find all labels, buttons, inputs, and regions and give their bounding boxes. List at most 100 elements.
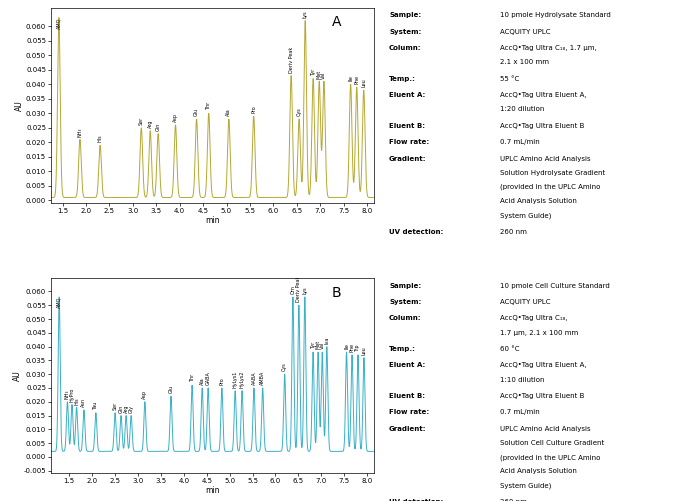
X-axis label: min: min: [205, 485, 220, 494]
Text: A: A: [332, 16, 342, 30]
Text: His: His: [74, 397, 79, 404]
Text: AccQ•Tag Ultra Eluent B: AccQ•Tag Ultra Eluent B: [500, 123, 585, 129]
Text: Temp.:: Temp.:: [389, 76, 416, 82]
Text: 1:20 dilution: 1:20 dilution: [500, 106, 545, 112]
Text: Flow rate:: Flow rate:: [389, 139, 429, 145]
Text: Pro: Pro: [251, 106, 256, 113]
Text: Tyr: Tyr: [310, 342, 316, 349]
Text: Tau: Tau: [93, 402, 98, 410]
Text: Val: Val: [320, 342, 325, 349]
Text: (provided in the UPLC Amino: (provided in the UPLC Amino: [500, 454, 601, 460]
Text: Column:: Column:: [389, 316, 422, 322]
Text: 1:10 dilution: 1:10 dilution: [500, 377, 545, 383]
Text: System:: System:: [389, 299, 422, 305]
Text: Ala: Ala: [226, 109, 232, 116]
Text: Lys: Lys: [303, 10, 308, 18]
Text: Gly: Gly: [128, 405, 134, 413]
Text: UV detection:: UV detection:: [389, 498, 443, 501]
Text: AMQ: AMQ: [56, 18, 61, 29]
Text: ACQUITY UPLC: ACQUITY UPLC: [500, 299, 551, 305]
Text: Gradient:: Gradient:: [389, 426, 426, 432]
Y-axis label: AU: AU: [13, 370, 22, 381]
Y-axis label: AU: AU: [16, 100, 24, 111]
Text: Ala: Ala: [200, 377, 204, 385]
Text: Arg: Arg: [124, 404, 128, 413]
Text: Thr: Thr: [206, 102, 211, 111]
Text: Glu: Glu: [194, 108, 199, 116]
Text: UPLC Amino Acid Analysis: UPLC Amino Acid Analysis: [500, 156, 591, 162]
Text: Leu: Leu: [361, 346, 367, 355]
Text: 55 °C: 55 °C: [500, 76, 519, 82]
Text: Flow rate:: Flow rate:: [389, 409, 429, 415]
Text: 1.7 μm, 2.1 x 100 mm: 1.7 μm, 2.1 x 100 mm: [500, 330, 579, 336]
Text: 0.7 mL/min: 0.7 mL/min: [500, 409, 540, 415]
Text: Temp.:: Temp.:: [389, 346, 416, 352]
Text: HyLys1: HyLys1: [233, 371, 238, 388]
Text: Orn: Orn: [291, 286, 295, 294]
Text: 260 nm: 260 nm: [500, 228, 527, 234]
Text: Phe: Phe: [354, 75, 359, 84]
Text: HyLys2: HyLys2: [240, 371, 244, 388]
Text: Acid Analysis Solution: Acid Analysis Solution: [500, 468, 577, 474]
Text: Tyr: Tyr: [311, 69, 316, 76]
Text: AABA: AABA: [251, 372, 257, 385]
Text: AccQ•Tag Ultra C₁₈,: AccQ•Tag Ultra C₁₈,: [500, 316, 568, 322]
Text: Lys: Lys: [302, 287, 308, 294]
Text: Acid Analysis Solution: Acid Analysis Solution: [500, 198, 577, 204]
Text: Column:: Column:: [389, 45, 422, 51]
Text: System:: System:: [389, 29, 422, 35]
Text: Trp: Trp: [356, 345, 361, 352]
Text: AccQ•Tag Ultra Eluent B: AccQ•Tag Ultra Eluent B: [500, 393, 585, 399]
Text: Val: Val: [321, 71, 327, 79]
Text: Deriv Peak: Deriv Peak: [296, 276, 301, 303]
Text: Iva: Iva: [325, 337, 329, 344]
Text: System Guide): System Guide): [500, 212, 551, 218]
Text: Pro: Pro: [219, 377, 224, 385]
Text: AccQ•Tag Ultra Eluent A,: AccQ•Tag Ultra Eluent A,: [500, 362, 587, 368]
Text: Asp: Asp: [173, 113, 178, 122]
Text: Sample:: Sample:: [389, 13, 421, 19]
Text: 0.7 mL/min: 0.7 mL/min: [500, 139, 540, 145]
Text: Cys: Cys: [297, 108, 301, 116]
Text: AccQ•Tag Ultra C₁₈, 1.7 μm,: AccQ•Tag Ultra C₁₈, 1.7 μm,: [500, 45, 597, 51]
Text: Eluent B:: Eluent B:: [389, 123, 425, 129]
Text: Sample:: Sample:: [389, 283, 421, 289]
Text: UPLC Amino Acid Analysis: UPLC Amino Acid Analysis: [500, 426, 591, 432]
Text: Glu: Glu: [168, 385, 174, 393]
Text: Solution Cell Culture Gradient: Solution Cell Culture Gradient: [500, 440, 604, 446]
Text: Ser: Ser: [139, 117, 144, 125]
Text: Met: Met: [316, 340, 320, 349]
Text: Gln: Gln: [155, 123, 161, 131]
Text: Eluent A:: Eluent A:: [389, 362, 425, 368]
Text: 10 pmole Cell Culture Standard: 10 pmole Cell Culture Standard: [500, 283, 610, 289]
Text: 60 °C: 60 °C: [500, 346, 519, 352]
Text: Ile: Ile: [344, 344, 349, 349]
Text: Thr: Thr: [189, 374, 195, 382]
Text: B: B: [332, 286, 342, 300]
Text: Eluent A:: Eluent A:: [389, 92, 425, 98]
Text: Phe: Phe: [350, 343, 354, 352]
Text: Ser: Ser: [113, 402, 117, 410]
Text: 10 pmole Hydrolysate Standard: 10 pmole Hydrolysate Standard: [500, 13, 611, 19]
Text: Eluent B:: Eluent B:: [389, 393, 425, 399]
Text: (provided in the UPLC Amino: (provided in the UPLC Amino: [500, 184, 601, 190]
Text: Leu: Leu: [361, 79, 366, 87]
Text: Solution Hydrolysate Gradient: Solution Hydrolysate Gradient: [500, 170, 606, 176]
Text: Asp: Asp: [143, 390, 147, 399]
Text: AccQ•Tag Ultra Eluent A,: AccQ•Tag Ultra Eluent A,: [500, 92, 587, 98]
Text: Ile: Ile: [348, 76, 353, 82]
Text: 260 nm: 260 nm: [500, 498, 527, 501]
Text: Cys: Cys: [282, 363, 287, 371]
Text: NH₃: NH₃: [77, 127, 82, 137]
Text: ACQUITY UPLC: ACQUITY UPLC: [500, 29, 551, 35]
Text: 2.1 x 100 mm: 2.1 x 100 mm: [500, 60, 549, 66]
Text: Asn: Asn: [81, 398, 86, 407]
Text: GABA: GABA: [206, 371, 210, 385]
Text: Gradient:: Gradient:: [389, 156, 426, 162]
Text: UV detection:: UV detection:: [389, 228, 443, 234]
Text: Deriv Peak: Deriv Peak: [289, 47, 293, 73]
Text: AMQ: AMQ: [56, 297, 62, 308]
Text: His: His: [98, 135, 103, 142]
Text: Met: Met: [316, 69, 322, 79]
Text: AMBA: AMBA: [260, 371, 265, 385]
